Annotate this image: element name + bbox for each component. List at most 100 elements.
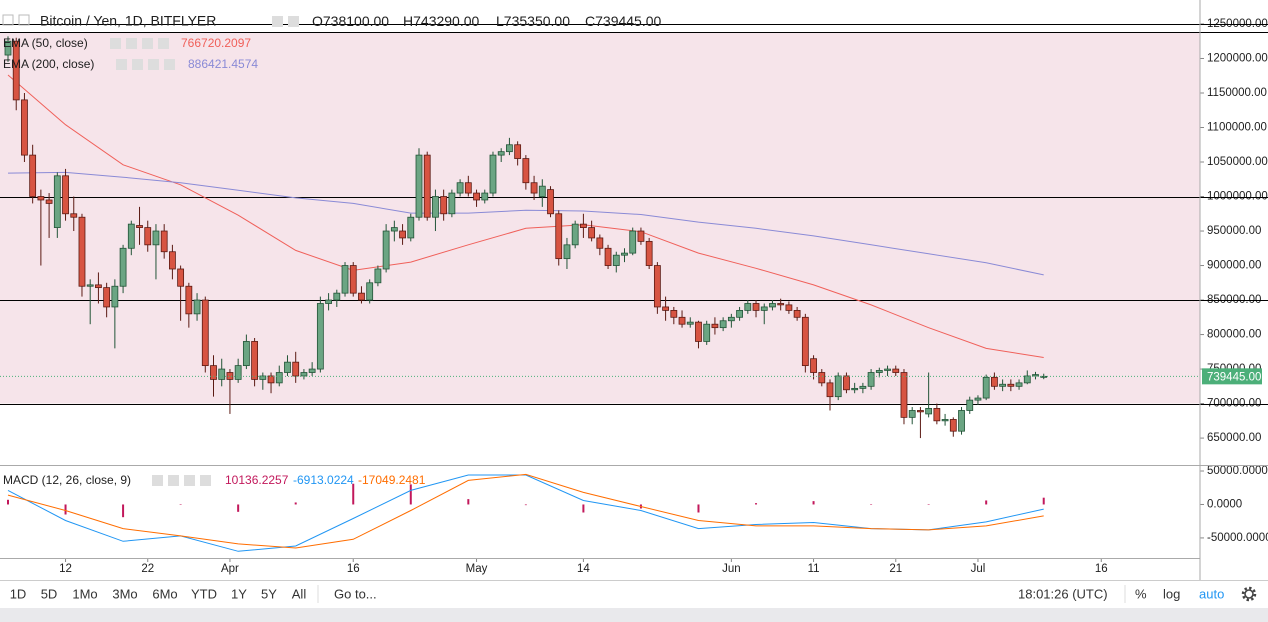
candle-body <box>999 383 1007 387</box>
candle-body <box>349 265 357 294</box>
x-tick-label: 21 <box>889 563 902 575</box>
candle-body <box>727 316 735 322</box>
candle-body <box>341 265 349 294</box>
candle-body <box>900 372 908 418</box>
ohlc-value: 739445.00 <box>595 13 661 29</box>
macd-histogram-bar <box>524 504 527 506</box>
candle-body <box>662 306 669 311</box>
x-tick-label: 16 <box>1095 563 1108 575</box>
candle-body <box>555 213 563 260</box>
candle-body <box>407 216 415 239</box>
range-button[interactable]: 1Mo <box>72 586 97 601</box>
candle-body <box>366 282 374 301</box>
range-button[interactable]: 1D <box>10 586 27 601</box>
last-price-label: 739445.00 <box>1207 371 1261 383</box>
x-tick-label: 14 <box>577 563 590 575</box>
candle-body <box>251 341 259 380</box>
candle-body <box>933 408 941 422</box>
range-button[interactable]: All <box>292 586 307 601</box>
range-button[interactable]: 1Y <box>231 586 247 601</box>
candle-body <box>925 408 933 415</box>
macd-histogram-bar <box>927 504 930 505</box>
y-tick-label: 1150000.00 <box>1207 87 1267 99</box>
ohlc-low: L735350.00 <box>496 13 570 29</box>
candle-body <box>522 158 530 184</box>
candle-body <box>736 309 743 318</box>
candle-body <box>45 199 53 204</box>
candle-body <box>1032 374 1039 377</box>
candle-body <box>991 376 998 387</box>
candle-body <box>563 244 571 260</box>
candle-body <box>316 303 324 370</box>
candle-body <box>875 370 883 373</box>
candle-body <box>456 182 464 194</box>
y-tick-label: 0.0000 <box>1207 499 1242 511</box>
auto-toggle[interactable]: auto <box>1199 586 1224 601</box>
candle-body <box>1040 375 1048 378</box>
ohlc-value: 738100.00 <box>323 13 389 29</box>
candle-body <box>111 285 119 308</box>
macd-histogram-bar <box>582 504 585 513</box>
toolbar-bg <box>0 580 1268 608</box>
candle-body <box>308 368 316 373</box>
candle-body <box>29 154 37 197</box>
candle-body <box>760 306 768 311</box>
header-button[interactable] <box>272 16 283 27</box>
goto-button[interactable]: Go to... <box>334 586 377 601</box>
legend-buttons <box>152 475 211 486</box>
range-button[interactable]: 3Mo <box>112 586 137 601</box>
candle-body <box>464 182 472 194</box>
x-tick-label: May <box>466 563 488 575</box>
range-button[interactable]: 5D <box>41 586 58 601</box>
candle-body <box>168 251 176 270</box>
candle-body <box>571 223 579 246</box>
macd-histogram-bar <box>870 504 873 505</box>
settings-gear[interactable] <box>1241 586 1257 602</box>
candle-body <box>119 247 127 287</box>
macd-histogram-bar <box>294 502 297 505</box>
macd-histogram-bar <box>352 483 355 505</box>
candle-body <box>193 299 201 315</box>
legend-ema50: EMA (50, close) <box>3 36 88 50</box>
macd-histogram-bar <box>467 499 470 505</box>
range-button[interactable]: 5Y <box>261 586 277 601</box>
candle-body <box>612 254 620 266</box>
macd-histogram-bar <box>755 503 758 505</box>
candle-body <box>826 382 834 398</box>
candle-body <box>596 237 604 249</box>
percent-toggle[interactable]: % <box>1135 586 1147 601</box>
candle-body <box>908 410 916 418</box>
y-tick-label: -50000.0000 <box>1207 532 1268 544</box>
candle-body <box>588 227 596 239</box>
range-button[interactable]: 6Mo <box>152 586 177 601</box>
macd-histogram-bar <box>812 501 815 505</box>
x-tick-label: Apr <box>221 563 239 575</box>
range-button[interactable]: YTD <box>191 586 217 601</box>
candle-body <box>1023 375 1031 384</box>
candle-body <box>284 361 291 373</box>
candle-body <box>358 292 365 301</box>
y-tick-label: 700000.00 <box>1207 398 1261 410</box>
macd-title: MACD (12, 26, close, 9) <box>3 473 131 487</box>
candle-body <box>580 223 587 228</box>
candle-body <box>144 227 152 246</box>
ohlc-value: 735350.00 <box>504 13 570 29</box>
log-toggle[interactable]: log <box>1163 586 1180 601</box>
candle-body <box>86 284 94 287</box>
ohlc-key: O <box>312 13 323 29</box>
ema-line <box>7 74 1044 358</box>
legend-ema200: EMA (200, close) <box>3 57 94 71</box>
candle-body <box>538 185 546 197</box>
y-tick-label: 950000.00 <box>1207 225 1261 237</box>
y-tick-label: 1000000.00 <box>1207 191 1268 203</box>
candle-body <box>949 419 957 432</box>
header-button[interactable] <box>288 16 299 27</box>
candle-body <box>300 372 308 377</box>
candle-body <box>448 192 456 215</box>
legend-value: -6913.0224 <box>293 473 354 487</box>
candle-body <box>867 372 875 387</box>
candle-body <box>506 144 513 153</box>
x-tick-label: Jul <box>971 563 986 575</box>
candle-body <box>1007 383 1015 387</box>
